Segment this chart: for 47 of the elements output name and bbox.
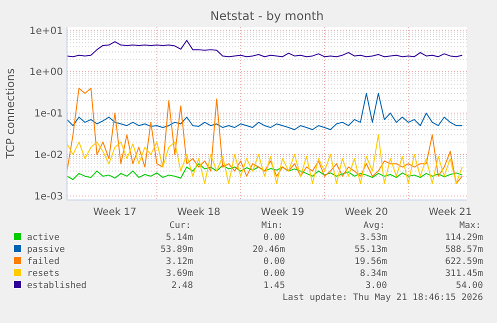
text: 5.14m	[166, 233, 193, 243]
text: 3.12m	[166, 257, 193, 267]
text: 0.00	[263, 269, 285, 279]
legend-label: established	[27, 281, 87, 291]
text: 622.59m	[445, 257, 483, 267]
text: 588.57m	[445, 245, 483, 255]
text: Max:	[459, 221, 481, 231]
text: 53.89m	[160, 245, 193, 255]
text: 54.00	[456, 281, 483, 291]
text: 311.45m	[445, 269, 483, 279]
y-tick-label: 1e-02	[34, 150, 63, 162]
text: Avg:	[363, 221, 385, 231]
line-series	[66, 92, 463, 130]
line-series	[66, 88, 463, 184]
y-axis-title: TCP connections	[4, 68, 17, 160]
text: 3.69m	[166, 269, 193, 279]
legend-label: passive	[27, 245, 65, 255]
x-tick-label: Week 18	[177, 207, 220, 218]
text: 8.34m	[360, 269, 387, 279]
y-tick-label: 1e+01	[29, 26, 63, 37]
line-series	[66, 134, 463, 184]
y-tick-label: 1e-03	[34, 191, 63, 202]
x-tick-label: Week 17	[93, 207, 137, 218]
x-tick-label: Week 19	[260, 207, 304, 218]
line-series	[66, 163, 463, 180]
text: Min:	[261, 221, 283, 231]
x-tick-label: Week 20	[344, 207, 388, 218]
legend-label: active	[27, 233, 60, 243]
text: Cur:	[169, 221, 191, 231]
text: 3.00	[365, 281, 387, 291]
text: 0.00	[263, 257, 285, 267]
text: 2.48	[171, 281, 193, 291]
text: 20.46m	[252, 245, 285, 255]
text: 1.45	[263, 281, 285, 291]
legend-label: failed	[27, 257, 60, 267]
text: Last update: Thu May 21 18:46:15 2026	[282, 293, 483, 303]
text: 114.29m	[445, 233, 483, 243]
chart-title: Netstat - by month	[210, 9, 324, 23]
text: 55.13m	[354, 245, 387, 255]
text: 19.56m	[354, 257, 387, 267]
text: 3.53m	[360, 233, 387, 243]
text: 0.00	[263, 233, 285, 243]
line-series	[66, 40, 463, 58]
y-tick-label: 1e-01	[34, 108, 63, 120]
legend-label: resets	[27, 269, 60, 279]
x-tick-label: Week 21	[428, 207, 472, 218]
y-tick-label: 1e+00	[29, 67, 63, 78]
